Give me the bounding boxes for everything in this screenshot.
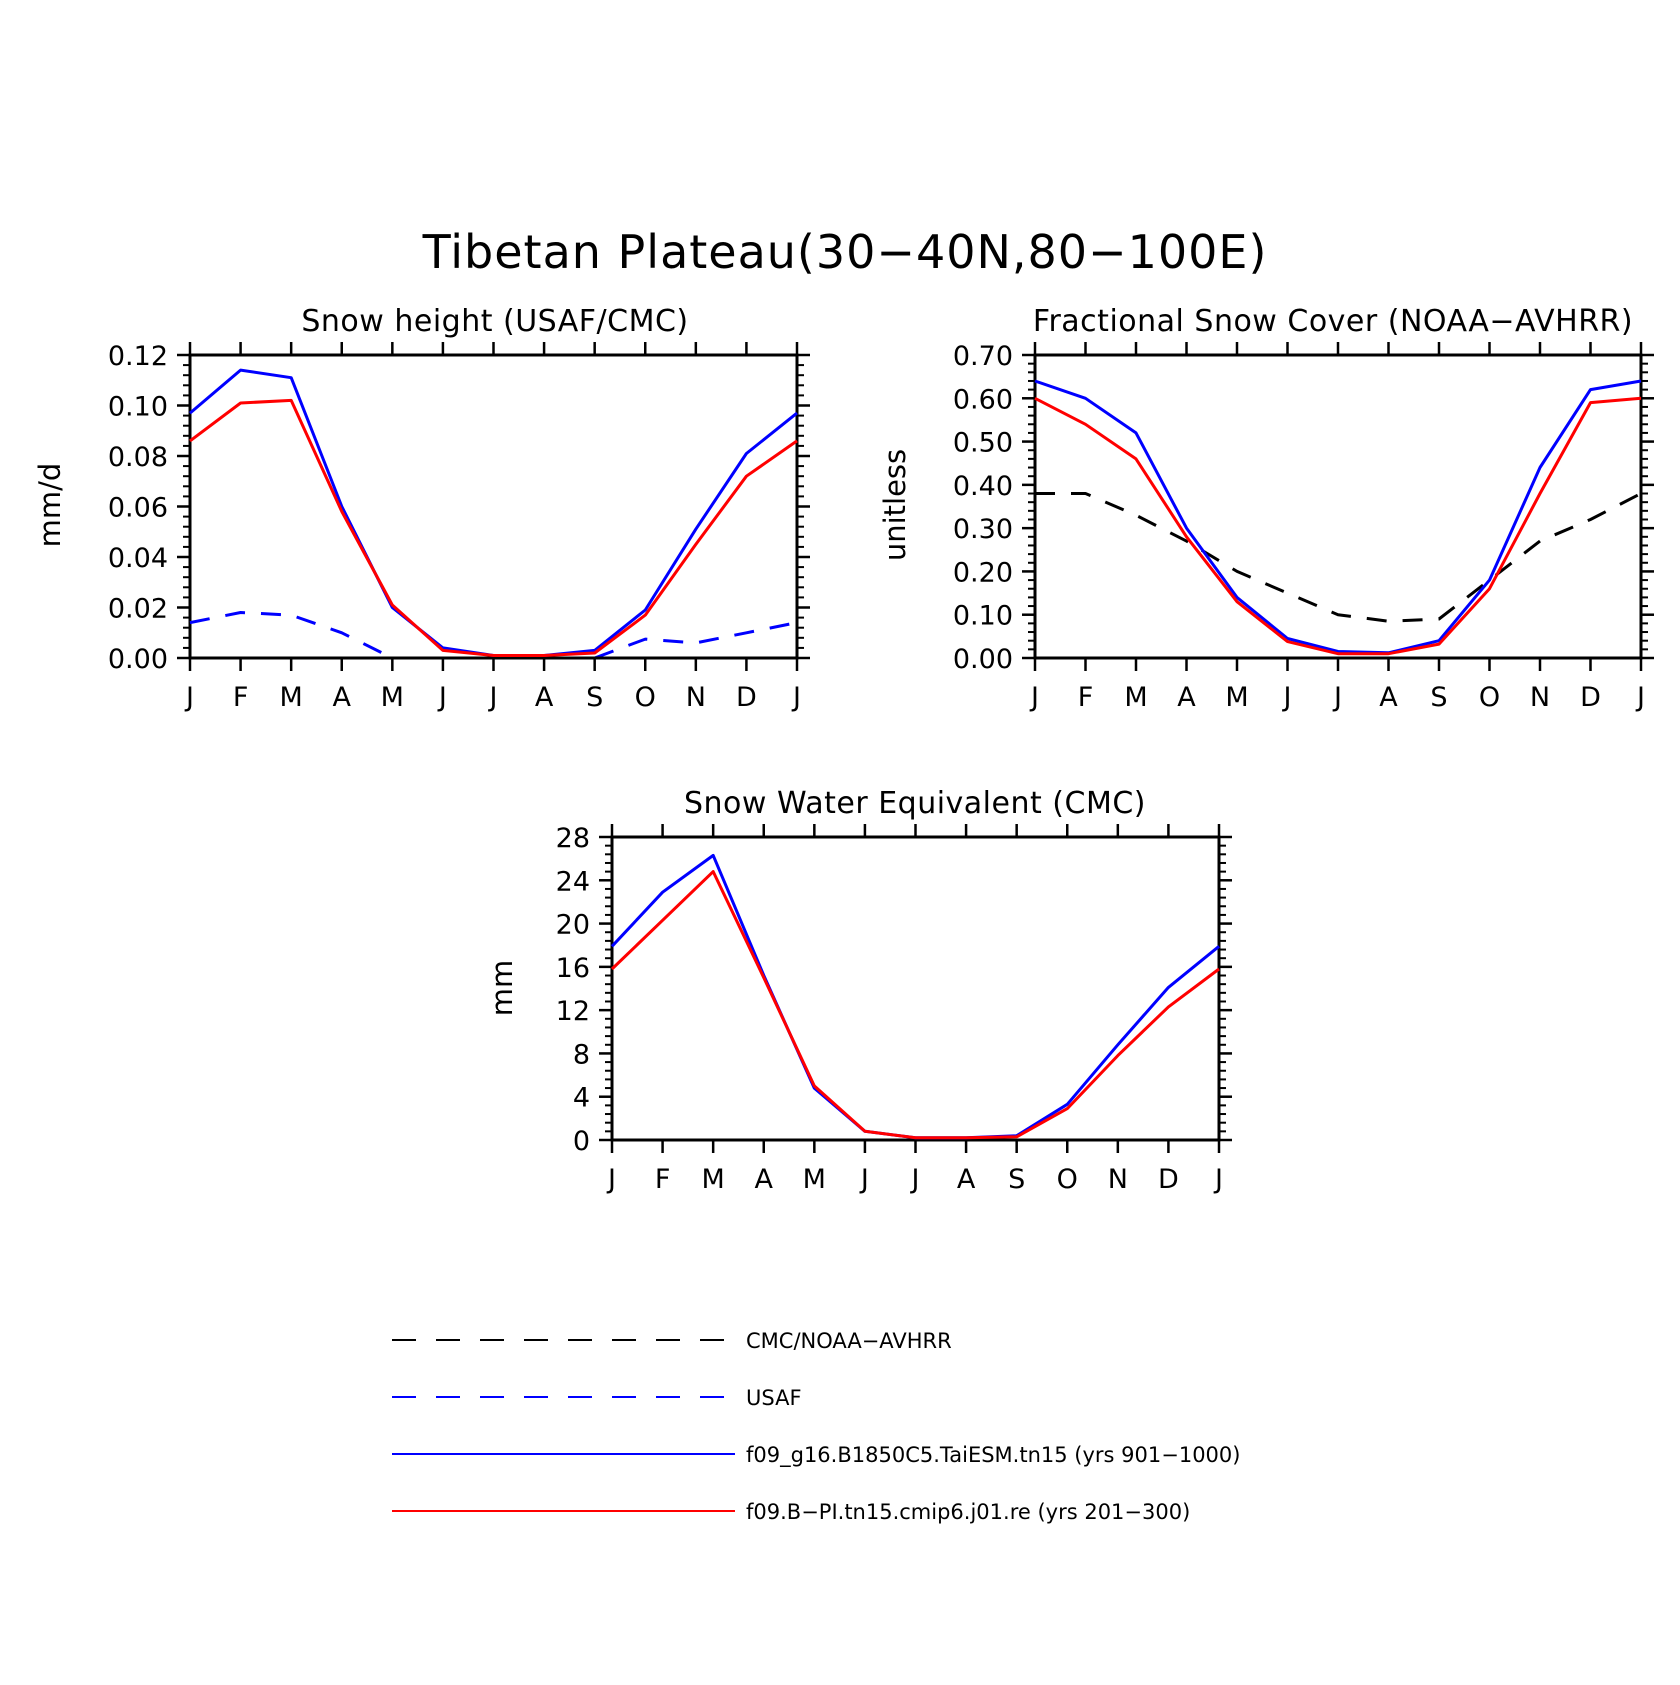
legend-item: CMC/NOAA−AVHRR xyxy=(392,1329,952,1353)
x-tick-label: S xyxy=(1008,1164,1025,1195)
legend-label: f09.B−PI.tn15.cmip6.j01.re (yrs 201−300) xyxy=(746,1500,1190,1524)
x-tick-label: A xyxy=(755,1164,774,1195)
x-tick-label: D xyxy=(736,682,757,713)
x-tick-label: J xyxy=(1029,682,1039,713)
y-tick-label: 0.02 xyxy=(108,594,168,625)
series-line-f09-g16-b1850c5-taiesm-tn15-yrs-901-1000- xyxy=(610,853,1220,1140)
x-tick-label: O xyxy=(1479,682,1500,713)
series-line-f09-g16-b1850c5-taiesm-tn15-yrs-901-1000- xyxy=(1034,379,1642,655)
y-tick-label: 28 xyxy=(556,823,590,854)
x-tick-label: J xyxy=(910,1164,920,1195)
y-tick-label: 0.60 xyxy=(953,384,1013,415)
legend: CMC/NOAA−AVHRR USAF f09_g16.B1850C5.TaiE… xyxy=(392,1329,1240,1524)
plot-frame xyxy=(1033,353,1643,660)
y-tick-label: 0.08 xyxy=(108,442,168,473)
panel-title: Snow Water Equivalent (CMC) xyxy=(684,786,1146,821)
y-tick-label: 0.12 xyxy=(108,341,168,372)
legend-label: f09_g16.B1850C5.TaiESM.tn15 (yrs 901−100… xyxy=(746,1443,1240,1468)
y-tick-label: 0.00 xyxy=(108,644,168,675)
y-tick-label: 0.10 xyxy=(953,601,1013,632)
x-tick-label: J xyxy=(1213,1164,1223,1195)
x-tick-label: M xyxy=(702,1164,725,1195)
y-tick-label: 0.04 xyxy=(108,543,168,574)
x-tick-label: M xyxy=(1225,682,1248,713)
x-tick-label: D xyxy=(1158,1164,1179,1195)
panel-title: Fractional Snow Cover (NOAA−AVHRR) xyxy=(1033,304,1633,339)
x-tick-label: J xyxy=(1282,682,1292,713)
x-tick-label: D xyxy=(1580,682,1601,713)
series-line-f09-b-pi-tn15-cmip6-j01-re-yrs-201-300- xyxy=(189,398,798,657)
x-tick-label: A xyxy=(1379,682,1398,713)
y-tick-label: 0.30 xyxy=(953,514,1013,545)
x-tick-label: S xyxy=(586,682,603,713)
panel-fractional-snow-cover: Fractional Snow Cover (NOAA−AVHRR) unitl… xyxy=(878,304,1654,713)
y-tick-label: 16 xyxy=(556,953,590,984)
x-tick-label: N xyxy=(1530,682,1550,713)
series-line-f09-b-pi-tn15-cmip6-j01-re-yrs-201-300- xyxy=(610,870,1220,1140)
x-tick-label: J xyxy=(437,682,447,713)
series-line-f09-g16-b1850c5-taiesm-tn15-yrs-901-1000- xyxy=(189,368,798,657)
y-axis-label: mm xyxy=(485,960,519,1017)
x-tick-label: F xyxy=(655,1164,671,1195)
x-tick-label: J xyxy=(791,682,801,713)
y-tick-label: 0.06 xyxy=(108,493,168,524)
y-tick-label: 0.00 xyxy=(953,644,1013,675)
x-tick-label: J xyxy=(1635,682,1645,713)
y-tick-label: 4 xyxy=(573,1083,590,1114)
x-tick-label: S xyxy=(1430,682,1447,713)
y-tick-label: 8 xyxy=(573,1039,590,1070)
legend-label: CMC/NOAA−AVHRR xyxy=(746,1329,952,1353)
x-tick-label: F xyxy=(233,682,249,713)
x-tick-label: O xyxy=(1057,1164,1078,1195)
y-tick-label: 0.70 xyxy=(953,341,1013,372)
y-tick-label: 12 xyxy=(556,996,590,1027)
legend-label: USAF xyxy=(746,1386,802,1410)
x-tick-label: O xyxy=(635,682,656,713)
y-tick-label: 0.40 xyxy=(953,471,1013,502)
panel-title: Snow height (USAF/CMC) xyxy=(301,304,688,339)
y-tick-label: 24 xyxy=(556,866,590,897)
series-line-cmc-noaa-avhrr xyxy=(1035,492,1642,623)
x-tick-label: M xyxy=(381,682,404,713)
x-tick-label: J xyxy=(1332,682,1342,713)
x-tick-label: F xyxy=(1078,682,1094,713)
x-tick-label: M xyxy=(280,682,303,713)
x-tick-label: J xyxy=(859,1164,869,1195)
y-tick-label: 0.50 xyxy=(953,428,1013,459)
x-tick-label: J xyxy=(488,682,498,713)
x-tick-label: M xyxy=(803,1164,826,1195)
x-tick-label: N xyxy=(1108,1164,1128,1195)
y-tick-label: 0.20 xyxy=(953,557,1013,588)
series-line-f09-b-pi-tn15-cmip6-j01-re-yrs-201-300- xyxy=(1034,396,1642,656)
figure-title: Tibetan Plateau(30−40N,80−100E) xyxy=(422,225,1268,279)
y-tick-label: 20 xyxy=(556,910,590,941)
x-tick-label: A xyxy=(333,682,352,713)
y-axis-label: mm/d xyxy=(33,463,67,548)
x-tick-label: A xyxy=(957,1164,976,1195)
x-tick-label: J xyxy=(606,1164,616,1195)
y-tick-label: 0 xyxy=(573,1126,590,1157)
x-tick-label: A xyxy=(535,682,554,713)
legend-item: USAF xyxy=(392,1386,802,1410)
y-tick-label: 0.10 xyxy=(108,392,168,423)
x-tick-label: M xyxy=(1124,682,1147,713)
series-line-usaf xyxy=(189,611,798,660)
x-tick-label: N xyxy=(686,682,706,713)
legend-item: f09.B−PI.tn15.cmip6.j01.re (yrs 201−300) xyxy=(392,1500,1190,1524)
legend-item: f09_g16.B1850C5.TaiESM.tn15 (yrs 901−100… xyxy=(392,1443,1240,1468)
y-axis-label: unitless xyxy=(878,449,912,561)
x-tick-label: A xyxy=(1177,682,1196,713)
x-tick-label: J xyxy=(184,682,194,713)
